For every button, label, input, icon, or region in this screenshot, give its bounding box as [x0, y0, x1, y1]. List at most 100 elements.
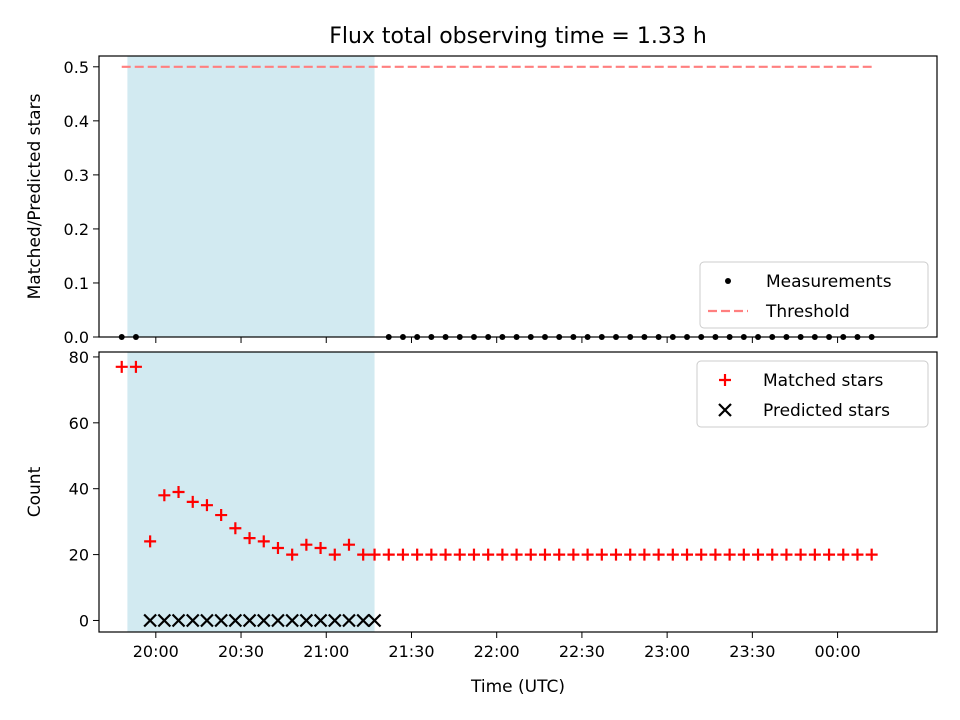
matched-star-point — [581, 548, 594, 561]
predicted-star-point — [214, 613, 228, 628]
matched-star-point — [737, 548, 750, 561]
x-axis-label: Time (UTC) — [470, 677, 565, 697]
predicted-star-point — [171, 613, 186, 628]
y-tick-label: 0.1 — [64, 274, 89, 293]
legend: Measurements Threshold — [699, 261, 929, 329]
matched-star-point — [553, 548, 566, 561]
x-tick-label: 20:00 — [133, 642, 179, 661]
matched-star-point — [595, 548, 608, 561]
x-tick-label: 22:30 — [559, 642, 605, 661]
predicted-star-point — [285, 613, 299, 628]
matched-star-point — [567, 548, 580, 561]
predicted-star-point — [342, 613, 356, 628]
highlight-span — [127, 352, 375, 632]
x-tick-label: 23:00 — [644, 642, 690, 661]
matched-star-point — [342, 538, 355, 551]
matched-star-point — [229, 522, 242, 535]
matched-star-point — [780, 548, 793, 561]
predicted-star-point — [313, 613, 328, 628]
y-tick-label: 0 — [79, 611, 89, 630]
matched-star-point — [328, 548, 341, 561]
y-axis-label: Matched/Predicted stars — [25, 93, 45, 299]
y-tick-label: 60 — [69, 414, 89, 433]
matched-star-point — [752, 548, 765, 561]
x-tick-label: 21:30 — [388, 642, 434, 661]
x-tick-label: 20:30 — [218, 642, 264, 661]
y-tick-label: 20 — [69, 546, 89, 565]
matched-star-point — [115, 360, 128, 373]
legend-box — [696, 360, 929, 428]
matched-star-point — [215, 509, 228, 522]
matched-star-point — [723, 548, 736, 561]
predicted-star-point — [367, 613, 382, 628]
x-tick-label: 22:00 — [474, 642, 520, 661]
legend-box — [699, 261, 929, 329]
legend-label: Threshold — [765, 302, 850, 322]
matched-star-point — [144, 535, 157, 548]
matched-star-point — [453, 548, 466, 561]
chart-title: Flux total observing time = 1.33 h — [329, 24, 707, 49]
matched-star-point — [382, 548, 395, 561]
matched-star-point — [286, 548, 299, 561]
y-tick-label: 0.2 — [64, 220, 89, 239]
legend-marker-plus — [719, 374, 731, 386]
matched-star-point — [439, 548, 452, 561]
legend-label: Predicted stars — [763, 401, 890, 421]
predicted-star-point — [185, 613, 200, 628]
matched-star-point — [681, 548, 694, 561]
matched-star-point — [129, 360, 142, 373]
bottom-panel: 0 20 40 60 80 20:00 20:30 21:00 21:30 22:00 22:30 2… — [25, 348, 938, 661]
predicted-star-point — [242, 613, 257, 628]
predicted-star-point — [143, 613, 157, 628]
matched-star-point — [172, 486, 185, 498]
predicted-star-point — [157, 613, 172, 628]
y-tick-label: 0.0 — [64, 328, 89, 347]
predicted-star-point — [356, 613, 370, 628]
legend-label: Measurements — [766, 272, 892, 292]
matched-star-point — [794, 548, 807, 561]
matched-star-point — [200, 499, 213, 512]
y-axis-label: Count — [25, 466, 45, 517]
matched-star-point — [865, 548, 878, 561]
highlight-span — [127, 56, 375, 337]
y-tick-label: 0.4 — [64, 112, 89, 131]
matched-star-point — [766, 548, 779, 561]
matched-star-point — [695, 548, 708, 561]
y-tick-label: 0.5 — [64, 58, 89, 77]
matched-star-point — [538, 548, 551, 561]
legend: Matched stars Predicted stars — [696, 360, 929, 428]
predicted-star-point — [200, 613, 214, 628]
matched-star-point — [851, 548, 864, 561]
matched-star-point — [666, 548, 679, 561]
predicted-star-point — [299, 613, 314, 628]
x-tick-label: 00:00 — [815, 642, 861, 661]
matched-star-point — [243, 532, 256, 545]
matched-star-point — [823, 548, 836, 561]
predicted-star-point — [327, 613, 342, 628]
matched-star-point — [524, 548, 537, 561]
matched-star-point — [186, 495, 199, 508]
legend-marker-x — [718, 403, 732, 417]
matched-star-point — [808, 548, 821, 561]
matched-star-point — [158, 489, 171, 502]
matched-star-point — [368, 548, 381, 561]
matched-star-point — [638, 548, 651, 561]
matched-star-point — [482, 548, 495, 561]
y-tick-label: 40 — [69, 480, 89, 499]
predicted-star-point — [228, 613, 243, 628]
matched-star-point — [610, 548, 623, 561]
matched-star-point — [496, 548, 509, 561]
legend-marker-dot — [725, 278, 731, 284]
matched-star-point — [300, 538, 313, 551]
y-tick-label: 0.3 — [64, 166, 89, 185]
predicted-star-point — [256, 613, 271, 628]
plot-frame — [98, 351, 938, 633]
matched-star-point — [314, 542, 327, 554]
matched-star-point — [652, 548, 665, 561]
y-tick-label: 80 — [69, 348, 89, 367]
matched-star-point — [411, 548, 424, 561]
matched-star-point — [257, 535, 270, 548]
matched-star-point — [425, 548, 438, 561]
top-panel: 0.0 0.1 0.2 0.3 0.4 0.5 Matched/Predicted star… — [25, 55, 938, 347]
